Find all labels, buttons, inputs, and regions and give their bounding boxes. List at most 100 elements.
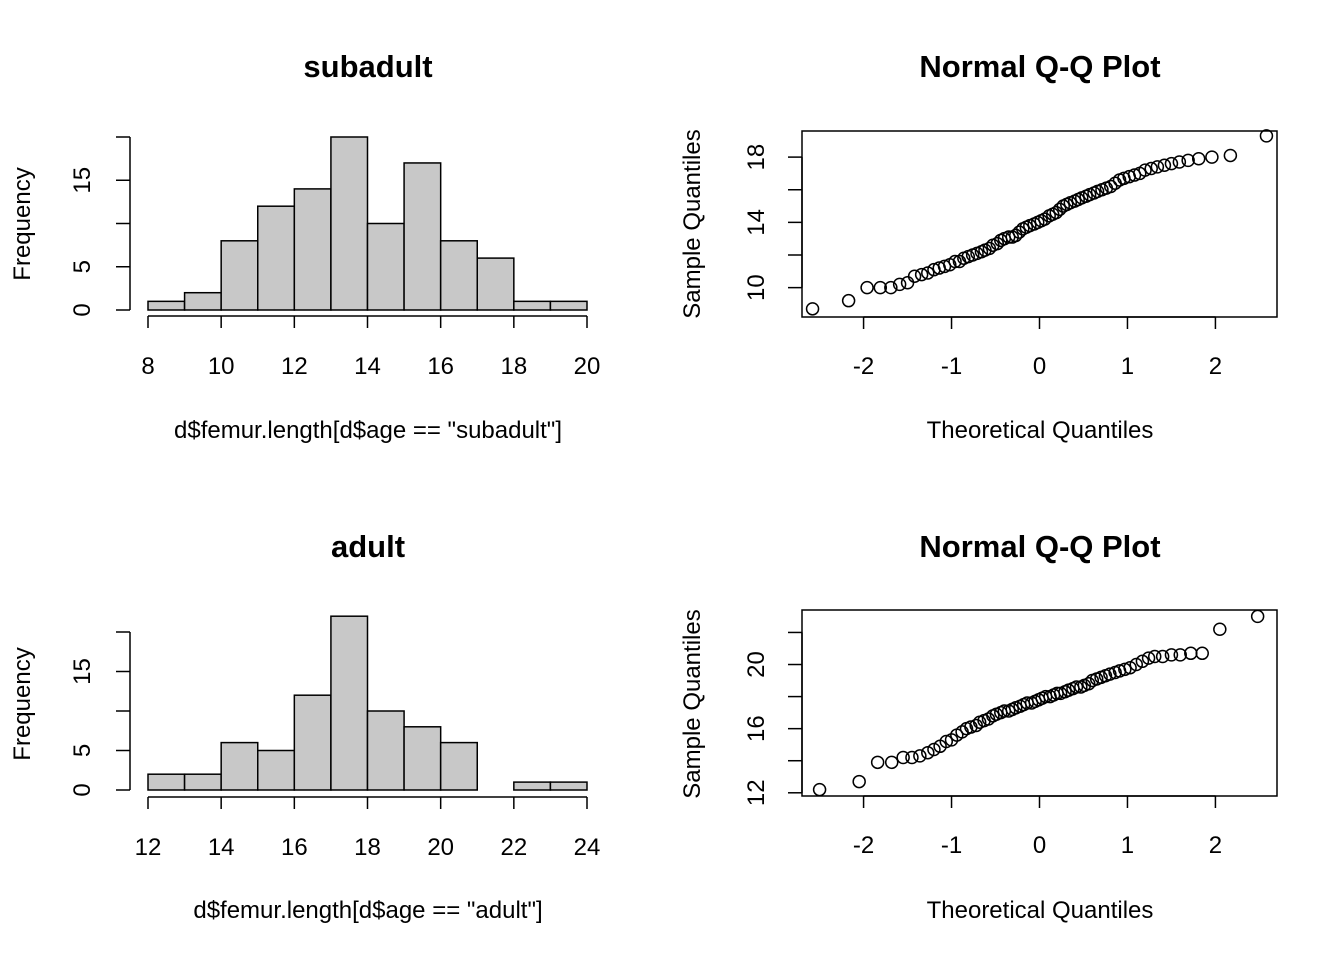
qq-point [873,280,888,295]
qq-point [1123,660,1137,675]
qq-point [1150,160,1165,174]
qq-point [852,774,866,789]
histogram-bar [147,300,186,311]
histogram-bar [183,773,222,791]
y-tick-label: 0 [69,783,96,796]
y-axis-label: Sample Quantiles [679,609,706,798]
qq-point [870,755,885,770]
qq-point [1172,155,1187,169]
qq-plot-adult-panel: Normal Q-Q Plot Theoretical Quantiles Sa… [679,529,1278,924]
y-tick-label: 14 [743,209,770,236]
qq-point [1164,156,1179,171]
qq-point [969,718,983,733]
y-axis-label: Frequency [9,167,36,280]
histogram-bar [513,300,552,311]
x-tick-label: 0 [1033,353,1046,380]
x-tick-label: -2 [853,353,874,380]
qq-point [939,734,954,749]
x-tick-label: 14 [354,353,381,380]
qq-point [812,782,827,797]
qq-point [1104,179,1118,194]
x-tick-label: 22 [500,834,527,861]
histogram-bar [549,781,588,791]
y-tick-label: 16 [743,715,770,742]
histogram-bar [439,240,478,311]
x-tick-label: -2 [853,832,874,859]
qq-plot-subadult-panel: Normal Q-Q Plot Theoretical Quantiles Sa… [679,49,1278,444]
qq-point [1173,648,1187,662]
histogram-bar [220,741,259,791]
qq-point [1144,161,1158,176]
qq-point [1147,649,1162,664]
qq-point [1195,646,1209,661]
histogram-bar [439,741,478,791]
qq-point [1155,649,1170,664]
chart-title: Normal Q-Q Plot [919,529,1160,564]
qq-point [981,712,996,726]
qq-points [812,609,1265,797]
y-tick-label: 5 [69,744,96,757]
qq-point [1069,680,1084,694]
qq-point [1205,150,1219,164]
histogram-bar [403,726,442,791]
qq-point [1135,654,1150,669]
qq-point [907,269,922,283]
qq-point [1138,163,1152,177]
x-axis: 12 14 16 18 20 22 24 [135,796,600,861]
qq-points [805,129,1274,316]
chart-title: subadult [303,49,432,84]
qq-point [1038,212,1052,226]
x-tick-label: 0 [1033,832,1046,859]
y-axis-label: Sample Quantiles [679,129,706,318]
chart-title: adult [331,529,405,564]
x-tick-label: -1 [941,353,962,380]
y-tick-label: 12 [743,779,770,806]
qq-point [805,302,820,316]
qq-point [884,280,898,295]
qq-point [1118,662,1132,677]
x-tick-label: 2 [1209,832,1222,859]
x-axis: -2 -1 0 1 2 [853,316,1222,380]
qq-point [1164,648,1179,662]
qq-point [1012,225,1027,239]
qq-point [1103,667,1117,681]
x-tick-label: 16 [281,834,308,861]
histogram-bar [476,257,515,311]
y-axis: 0 5 15 [69,136,131,317]
histogram-bar [330,136,369,311]
y-tick-label: 15 [69,167,96,194]
qq-point [1191,151,1206,166]
histogram-adult-panel: adult d$femur.length[d$age == "adult"] F… [9,529,600,924]
qq-point [860,280,874,295]
qq-point [1141,651,1156,665]
qq-point [948,254,962,269]
x-tick-label: 18 [500,353,527,380]
y-tick-label: 18 [743,144,770,171]
chart-title: Normal Q-Q Plot [919,49,1160,84]
qq-point [1157,158,1172,173]
histogram-bar [366,222,405,311]
x-tick-label: 20 [427,834,454,861]
x-tick-label: 2 [1209,353,1222,380]
y-tick-label: 0 [69,303,96,316]
qq-point [1052,202,1067,217]
qq-point [884,755,899,770]
histogram-bar [220,240,259,311]
qq-point [927,742,941,757]
x-tick-label: 8 [141,353,154,380]
histogram-bar [513,781,552,791]
x-tick-label: 16 [427,353,454,380]
y-axis: 10 14 18 [743,144,803,301]
x-tick-label: 18 [354,834,381,861]
x-axis: -2 -1 0 1 2 [853,795,1222,859]
y-tick-label: 10 [743,274,770,301]
qq-point [990,236,1005,251]
qq-point [1009,228,1023,243]
qq-point [982,241,997,256]
histogram-bar [257,205,296,311]
qq-point [841,293,856,308]
x-tick-label: 12 [281,353,308,380]
y-axis-label: Frequency [9,647,36,760]
qq-point [896,750,910,765]
x-tick-label: 12 [135,834,162,861]
